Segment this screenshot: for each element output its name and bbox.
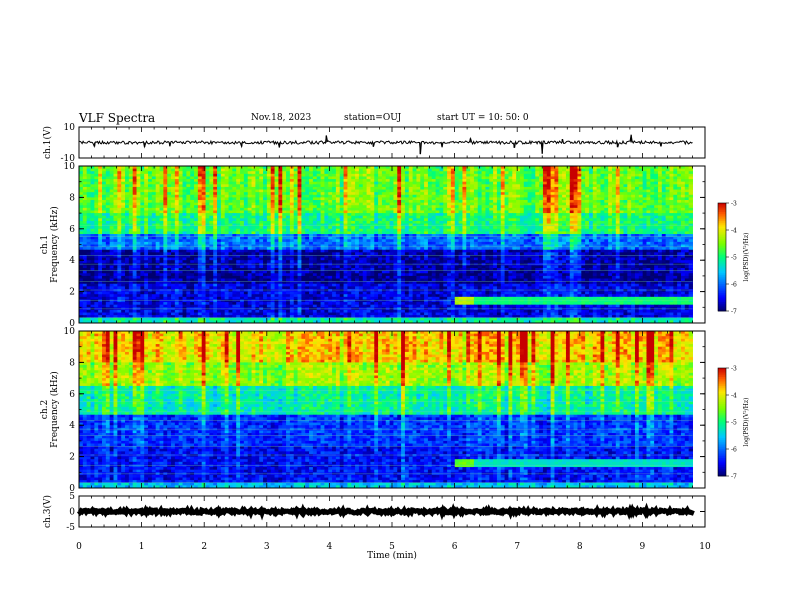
ch1-spectrogram-image (79, 166, 693, 324)
y-tick-label: 6 (69, 225, 75, 235)
x-tick-label: 0 (76, 542, 82, 552)
colorbar-tick-label: -7 (731, 309, 737, 316)
y-tick-label: -5 (66, 523, 75, 533)
colorbar-tick-label: -3 (731, 366, 737, 373)
ch1-spectrogram-ylabel: Frequency (kHz) (49, 206, 60, 283)
ch3-waveform-trace (79, 510, 693, 513)
y-tick-label: 5 (69, 492, 75, 502)
y-tick-label: 4 (69, 256, 75, 266)
colorbar-tick-label: -4 (731, 228, 737, 235)
x-tick-label: 10 (699, 542, 711, 552)
ch1-spectrogram-ylabel: ch.1 (40, 235, 50, 254)
ch2-spectrogram-ylabel: ch.2 (40, 400, 50, 419)
ch3-waveform-ylabel: ch.3(V) (42, 495, 53, 528)
y-tick-label: 0 (69, 508, 75, 518)
x-tick-label: 1 (139, 542, 145, 552)
colorbar-tick-label: -5 (731, 420, 737, 427)
y-tick-label: 10 (64, 123, 76, 133)
x-tick-label: 4 (327, 542, 333, 552)
ch2-spectrogram-image (79, 331, 693, 489)
ch1-waveform-ylabel: ch.1(V) (42, 126, 53, 159)
ch1-waveform-trace (79, 135, 693, 154)
x-tick-label: 3 (264, 542, 270, 552)
colorbar-tick-label: -4 (731, 393, 737, 400)
x-tick-label: 7 (514, 542, 520, 552)
x-tick-label: 6 (452, 542, 458, 552)
colorbar-tick-label: -5 (731, 255, 737, 262)
colorbar-tick-label: -6 (731, 282, 737, 289)
x-tick-label: 9 (640, 542, 646, 552)
y-tick-label: 10 (64, 327, 76, 337)
y-tick-label: 10 (64, 162, 76, 172)
ch2-spectrogram-ylabel: Frequency (kHz) (49, 371, 60, 448)
x-tick-label: 8 (577, 542, 583, 552)
colorbar-tick-label: -7 (731, 474, 737, 481)
colorbar-label: log(PSD)(V²/Hz) (743, 233, 750, 282)
y-tick-label: 6 (69, 390, 75, 400)
ch1-spectrogram-colorbar: -3 -4 -5 -6 -7 log(PSD)(V²/Hz) (718, 201, 750, 316)
y-tick-label: 2 (69, 453, 75, 463)
y-tick-label: 2 (69, 288, 75, 298)
y-tick-label: 4 (69, 421, 75, 431)
x-tick-label: 2 (201, 542, 207, 552)
colorbar-tick-label: -6 (731, 447, 737, 454)
x-axis-label: Time (min) (367, 550, 417, 561)
colorbar-tick-label: -3 (731, 201, 737, 208)
colorbar-label: log(PSD)(V²/Hz) (743, 398, 750, 447)
y-tick-label: 8 (69, 193, 75, 203)
y-tick-label: 8 (69, 358, 75, 368)
ch2-spectrogram-colorbar: -3 -4 -5 -6 -7 log(PSD)(V²/Hz) (718, 366, 750, 481)
